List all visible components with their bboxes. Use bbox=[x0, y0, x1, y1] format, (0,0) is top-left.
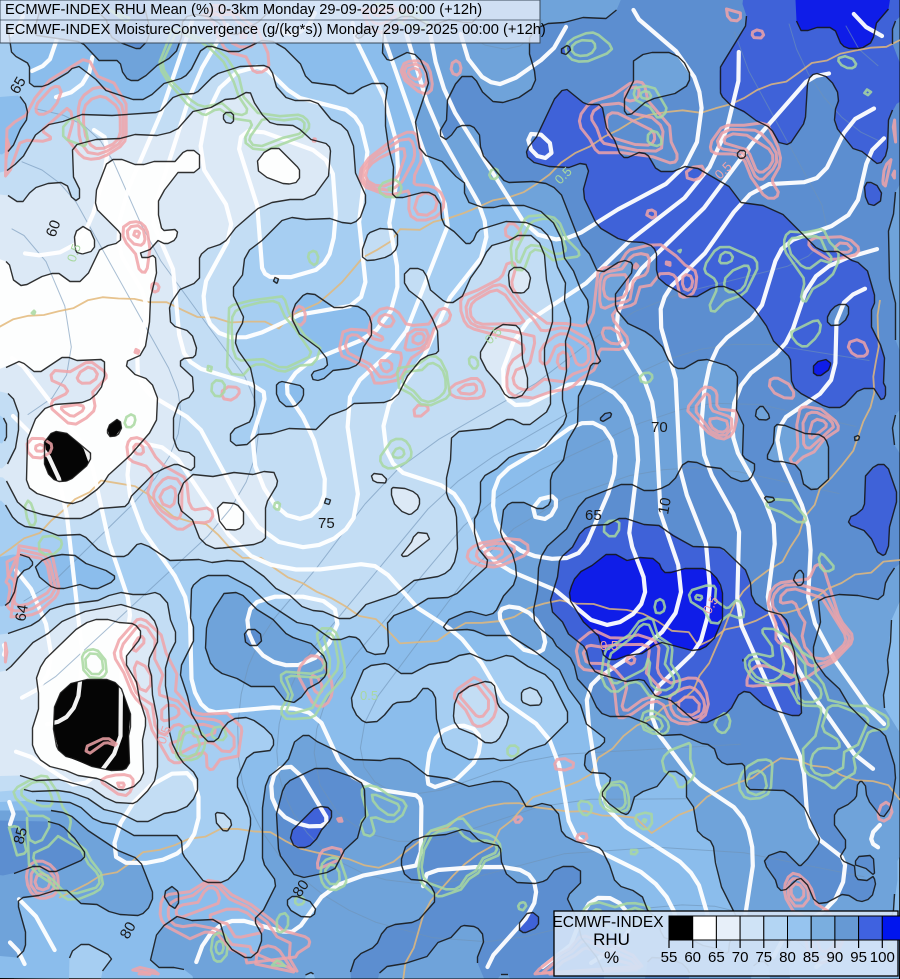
svg-text:ECMWF-INDEX RHU Mean (%) 0-3km: ECMWF-INDEX RHU Mean (%) 0-3km Monday 29… bbox=[5, 2, 482, 18]
svg-text:80: 80 bbox=[779, 949, 796, 966]
svg-text:90: 90 bbox=[827, 949, 844, 966]
svg-text:%: % bbox=[604, 948, 619, 967]
svg-text:55: 55 bbox=[661, 949, 678, 966]
svg-text:ECMWF-INDEX MoistureConvergenc: ECMWF-INDEX MoistureConvergence (g/(kg*s… bbox=[5, 22, 546, 38]
svg-text:RHU: RHU bbox=[593, 930, 630, 949]
svg-text:75: 75 bbox=[755, 949, 772, 966]
svg-text:100: 100 bbox=[870, 949, 895, 966]
svg-text:60: 60 bbox=[684, 949, 701, 966]
svg-text:70: 70 bbox=[732, 949, 749, 966]
svg-text:ECMWF-INDEX: ECMWF-INDEX bbox=[552, 914, 664, 931]
svg-text:85: 85 bbox=[803, 949, 820, 966]
svg-text:95: 95 bbox=[850, 949, 867, 966]
svg-text:65: 65 bbox=[708, 949, 725, 966]
